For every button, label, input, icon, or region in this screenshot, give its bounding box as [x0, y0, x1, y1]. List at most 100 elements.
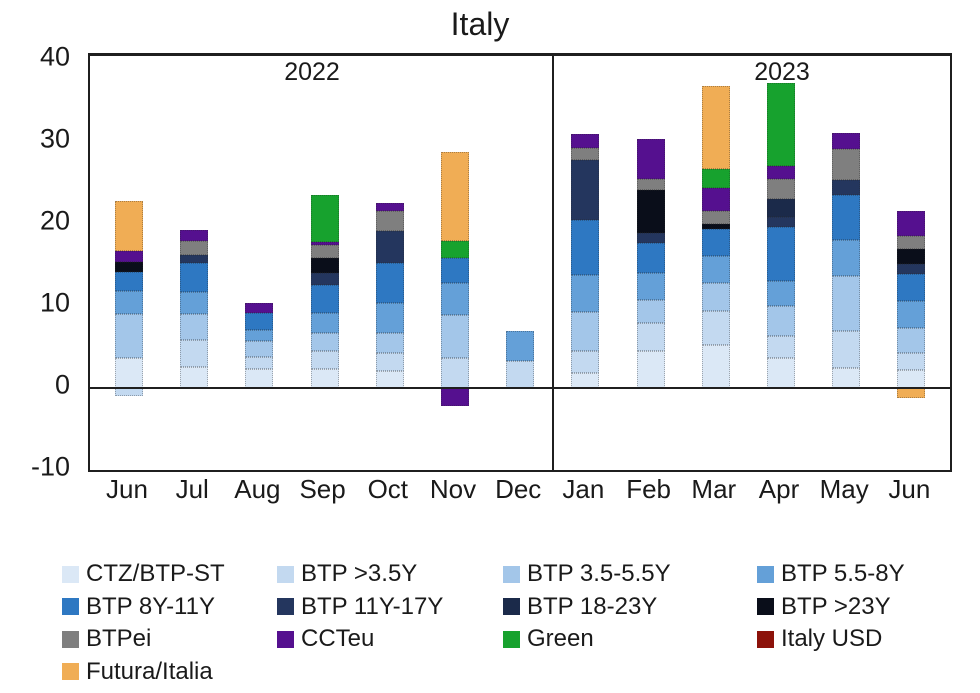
bar-segment-btp-5-5-8y [506, 330, 535, 361]
bar-segment-btpei [375, 210, 404, 232]
legend-item-futura-italia: Futura/Italia [62, 658, 213, 685]
legend-item-btp-3-5-5-5y: BTP 3.5-5.5Y [503, 560, 671, 587]
bar-segment-btp-5-5-8y [636, 273, 665, 301]
bar-segment-btp-5-5-8y [245, 329, 274, 342]
y-tick-label: 40 [39, 41, 70, 72]
bar-segment-btp-8y-11y [701, 228, 730, 256]
bar-segment-btp-23y [701, 224, 730, 229]
bar-segment-btp-3-5-5-5y [441, 315, 469, 358]
bar-segment-btp-8y-11y [897, 274, 926, 302]
bar-segment-green [310, 195, 339, 243]
x-tick-label: Aug [234, 474, 281, 504]
bar-segment-btp-5-5-8y [897, 301, 926, 329]
y-tick-label: -10 [30, 451, 70, 482]
bar-segment-btp-3-5-5-5y [245, 341, 274, 357]
bar-segment-ccteu [636, 138, 665, 179]
bar-segment-btpei [180, 241, 209, 256]
bar-segment-btp-5-5-8y [701, 255, 730, 284]
legend-label: BTP 11Y-17Y [301, 592, 444, 620]
bar-segment-ctz-btp-st [115, 357, 143, 388]
legend-swatch [277, 565, 294, 583]
legend-item-italy-usd: Italy USD [757, 625, 883, 652]
year-label-2022: 2022 [284, 58, 340, 86]
legend-item-btp-3-5y: BTP >3.5Y [277, 560, 418, 587]
bar-segment-btp-3-5y [375, 352, 404, 371]
year-label-2023: 2023 [754, 58, 810, 86]
bar-segment-ccteu [571, 133, 600, 148]
y-tick-label: 20 [39, 205, 70, 236]
x-tick-label: May [819, 474, 869, 504]
x-tick-label: Jun [888, 474, 931, 504]
bar-segment-btp-3-5y [636, 323, 665, 352]
legend-item-btp-23y: BTP >23Y [757, 593, 891, 620]
bar-segment-ccteu [310, 242, 339, 246]
legend-label: BTP 3.5-5.5Y [527, 560, 671, 587]
bar-segment-btpei [310, 245, 339, 258]
legend-label: Italy USD [781, 625, 883, 652]
bar-segment-btp-5-5-8y [180, 292, 209, 315]
bar-segment-ctz-btp-st [636, 351, 665, 388]
bar-segment-ctz-btp-st [180, 366, 209, 388]
bar-segment-ccteu [767, 165, 795, 179]
legend-item-btpei: BTPei [62, 625, 151, 652]
legend-item-ccteu: CCTeu [277, 625, 375, 652]
x-tick-label: Nov [429, 474, 477, 504]
bar-segment-btp-23y [310, 257, 339, 274]
bar-segment-btp-8y-11y [832, 195, 861, 241]
bar-segment-futura-italia [701, 86, 730, 170]
legend-item-ctz-btp-st: CTZ/BTP-ST [62, 560, 225, 587]
bar-segment-ctz-btp-st [767, 357, 795, 388]
bar-segment-ctz-btp-st [375, 370, 404, 388]
bar-segment-btpei [636, 178, 665, 191]
legend-item-btp-5-5-8y: BTP 5.5-8Y [757, 560, 905, 587]
legend-label: CCTeu [301, 625, 375, 652]
x-tick-label: Oct [367, 474, 409, 504]
bar-segment-green [701, 169, 730, 188]
bar-segment-ccteu [115, 251, 143, 262]
bar-segment-btp-8y-11y [571, 219, 600, 275]
bar-segment-ctz-btp-st [245, 369, 274, 388]
bar-segment-btpei [832, 149, 861, 180]
bar-segment-btp-3-5y [571, 351, 600, 374]
bar-segment-btpei [897, 236, 926, 249]
bar-segment-btp-3-5y [832, 330, 861, 369]
bar-segment-green [441, 241, 469, 258]
y-tick-label: 10 [39, 287, 70, 318]
bar-segment-btp-11y-17y [832, 179, 861, 196]
bar-segment-ctz-btp-st [310, 369, 339, 388]
legend-swatch [757, 630, 774, 648]
x-tick-label: Jun [106, 474, 148, 504]
bar-segment-btp-23y [897, 248, 926, 265]
legend-label: BTP >3.5Y [301, 560, 418, 587]
legend-swatch [503, 630, 520, 648]
bar-segment-btp-5-5-8y [115, 291, 143, 315]
bar-segment-btp-3-5y [180, 339, 209, 367]
bar-segment-ctz-btp-st [897, 369, 926, 388]
x-tick-label: Jul [175, 474, 209, 504]
bar-segment-ccteu [441, 388, 469, 407]
bar-segment-btp-11y-17y [310, 273, 339, 285]
bar-segment-btp-3-5y [701, 310, 730, 346]
x-tick-label: Jan [562, 474, 605, 504]
legend-swatch [62, 663, 79, 680]
x-tick-label: Mar [691, 474, 737, 504]
bar-segment-btp-3-5y [897, 352, 926, 370]
bar-segment-ccteu [701, 187, 730, 211]
zero-baseline [90, 387, 950, 389]
legend-item-btp-18-23y: BTP 18-23Y [503, 593, 657, 620]
bar-segment-btp-3-5y [767, 336, 795, 358]
bar-segment-btp-8y-11y [636, 242, 665, 274]
bar-segment-btp-8y-11y [441, 257, 469, 284]
bar-segment-btpei [571, 147, 600, 161]
bar-segment-btp-11y-17y [897, 264, 926, 274]
x-tick-label: Feb [626, 474, 671, 504]
x-tick-label: Sep [299, 474, 346, 504]
bar-segment-ctz-btp-st [571, 373, 600, 388]
bar-segment-btpei [767, 178, 795, 200]
bar-segment-ccteu [832, 132, 861, 150]
year-divider-line [552, 56, 554, 470]
y-tick-label: 0 [54, 369, 70, 400]
legend-label: Green [527, 625, 594, 652]
plot-area: 2022 2023 [88, 53, 952, 472]
